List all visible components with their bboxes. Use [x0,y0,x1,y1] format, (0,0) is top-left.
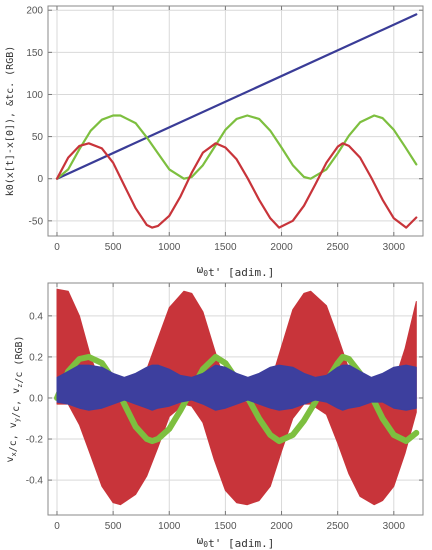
y-tick-label: 0.2 [29,352,43,363]
x-tick-label: 500 [105,521,122,532]
x-tick-label: 2500 [327,521,350,532]
series-band-2 [56,364,417,411]
series-line-2 [55,142,418,229]
y-tick-label: 0.0 [29,393,43,404]
x-tick-label: 3000 [383,521,406,532]
y-tick-label: 50 [32,132,44,143]
x-axis-label: ω0t' [adim.] [197,534,275,550]
y-tick-label: 200 [26,6,43,17]
x-tick-label: 0 [54,242,60,253]
y-axis-label: vx/c, vy/c, vz/c (RGB) [5,335,25,462]
x-tick-label: 0 [54,521,60,532]
x-axis-label: ω0t' [adim.] [197,263,275,279]
x-tick-label: 1000 [158,521,181,532]
series-line-0 [55,13,418,180]
x-tick-label: 1000 [158,242,181,253]
plot-area [54,288,420,506]
x-tick-label: 500 [105,242,122,253]
x-tick-label: 3000 [383,242,406,253]
y-tick-label: -0.4 [26,476,44,487]
y-tick-label: 100 [26,90,43,101]
bottom-chart-panel: 0 500 1000 1500 2000 2500 3000 -0.4 -0.2 0.0 0.2 0.… [5,282,424,550]
series-band-0 [56,288,417,506]
x-tick-label: 2000 [270,521,293,532]
y-tick-label: -0.2 [26,435,44,446]
top-chart-panel: 0 500 1000 1500 2000 2500 3000 -50 0 50 100 150 200 ω… [5,5,424,279]
y-tick-label: 0 [37,174,43,185]
y-tick-label: -50 [29,216,44,227]
x-tick-label: 2500 [327,242,350,253]
x-tick-label: 1500 [214,521,237,532]
y-tick-label: 0.4 [29,311,43,322]
x-tick-label: 2000 [270,242,293,253]
y-tick-label: 150 [26,48,43,59]
plot-area [55,13,418,229]
y-axis-label: k0(x[t]-x[0]), &tc. (RGB) [5,46,16,197]
x-tick-label: 1500 [214,242,237,253]
series-line-1 [55,114,418,180]
